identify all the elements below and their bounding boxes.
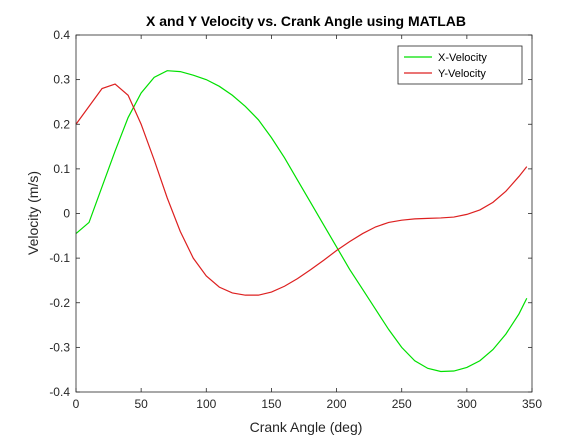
y-tick-label: -0.2 [49,296,70,310]
y-axis-label: Velocity (m/s) [25,171,41,255]
chart-title: X and Y Velocity vs. Crank Angle using M… [146,13,466,29]
y-tick-label: 0.1 [53,162,70,176]
y-tick-label: 0.3 [53,73,70,87]
x-tick-label: 200 [327,397,347,411]
x-tick-label: 50 [134,397,148,411]
legend-label-1: X-Velocity [438,52,487,64]
x-tick-label: 300 [457,397,477,411]
x-tick-label: 250 [392,397,412,411]
series-line-1 [75,70,528,373]
y-tick-label: -0.4 [49,385,70,399]
x-tick-label: 150 [261,397,281,411]
series-line-2 [75,83,528,296]
legend-box [397,45,523,85]
x-axis-label: Crank Angle (deg) [250,419,363,435]
legend: X-Velocity Y-Velocity [397,45,523,85]
plot-area: 0 50 100 150 200 250 300 350 -0.4 -0.3 -0.2 -0.1 0 0.… [49,28,542,411]
x-tick-label: 350 [522,397,542,411]
y-tick-label: 0 [63,207,70,221]
x-tick-label: 100 [196,397,216,411]
y-tick-label: -0.1 [49,251,70,265]
legend-label-2: Y-Velocity [438,68,486,80]
y-tick-label: 0.2 [53,117,70,131]
y-tick-label: 0.4 [53,28,70,42]
y-tick-label: -0.3 [49,340,70,354]
x-tick-label: 0 [73,397,80,411]
